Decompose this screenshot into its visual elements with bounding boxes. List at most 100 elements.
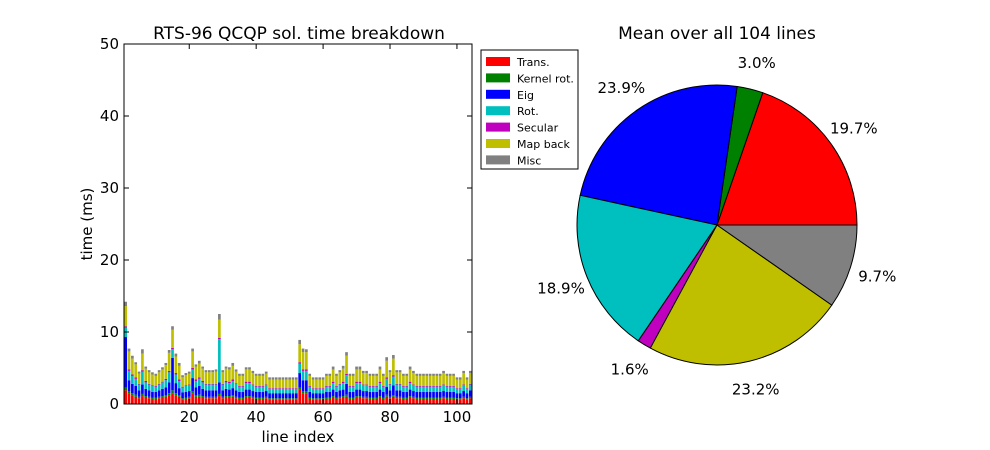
bar-segment-misc	[358, 366, 362, 370]
bar-segment-secular	[468, 383, 472, 385]
bar-segment-kernel-rot	[248, 396, 251, 398]
bar-segment-trans	[385, 396, 389, 404]
pie-slice-trans	[716, 92, 858, 226]
bar-segment-trans	[181, 399, 184, 404]
bar-segment-map-back	[455, 379, 459, 389]
bar-segment-trans	[405, 398, 409, 404]
bar-segment-eig	[294, 393, 298, 399]
bar-segment-rot	[207, 384, 211, 391]
bar-segment-misc	[244, 367, 248, 370]
bar-segment-trans	[154, 398, 158, 404]
bar-segment-misc	[238, 373, 241, 376]
bar-segment-kernel-rot	[361, 396, 365, 399]
bar-segment-eig	[375, 391, 378, 398]
bar-segment-secular	[311, 388, 315, 389]
bar-segment-eig	[412, 391, 415, 397]
bar-segment-map-back	[157, 372, 161, 384]
bar-segment-rot	[351, 386, 355, 392]
bar-segment-trans	[348, 398, 352, 404]
bar-segment-secular	[418, 386, 422, 387]
bar-segment-trans	[271, 399, 275, 404]
bar-segment-eig	[231, 388, 235, 396]
bar-segment-secular	[325, 386, 328, 387]
bar-segment-trans	[127, 393, 131, 404]
bar-segment-eig	[355, 389, 358, 397]
bar-segment-map-back	[345, 355, 348, 374]
bar-segment-map-back	[408, 369, 412, 382]
bar-segment-rot	[291, 388, 295, 394]
bar-segment-kernel-rot	[221, 396, 225, 399]
bar-segment-map-back	[308, 375, 312, 386]
bar-segment-eig	[378, 389, 382, 397]
bar-segment-secular	[268, 388, 271, 389]
bar-segment-secular	[161, 381, 164, 383]
bar-segment-map-back	[258, 375, 261, 386]
bar-segment-trans	[207, 398, 211, 404]
bar-segment-trans	[371, 398, 375, 404]
bar-segment-map-back	[465, 379, 469, 389]
bar-segment-trans	[141, 396, 144, 404]
y-tick-label: 0	[109, 395, 119, 413]
legend: Trans. Kernel rot. Eig Rot. Secular Map back M…	[480, 49, 579, 170]
bar-segment-secular	[388, 383, 392, 385]
bar-segment-map-back	[127, 351, 131, 370]
bar-segment-trans	[318, 399, 322, 404]
bar-segment-misc	[284, 377, 288, 380]
bar-segment-eig	[221, 390, 225, 397]
bar-segment-secular	[371, 386, 375, 387]
bar-segment-map-back	[261, 375, 265, 386]
bar-segment-eig	[228, 389, 231, 397]
bar-segment-map-back	[197, 363, 201, 378]
bar-segment-misc	[174, 353, 178, 357]
bar-segment-trans	[268, 399, 271, 404]
bar-segment-secular	[315, 388, 318, 389]
bar-segment-misc	[425, 373, 429, 376]
bar-segment-misc	[184, 373, 188, 376]
bar-segment-eig	[435, 391, 439, 398]
bar-segment-secular	[151, 385, 154, 386]
bar-segment-eig	[455, 393, 459, 399]
bar-segment-misc	[131, 355, 134, 359]
bar-segment-map-back	[338, 372, 342, 384]
legend-label: Secular	[517, 122, 559, 135]
bar-segment-eig	[131, 383, 134, 394]
bar-segment-secular	[244, 381, 248, 384]
bar-segment-trans	[395, 398, 399, 404]
bar-segment-trans	[144, 397, 148, 404]
bar-segment-eig	[338, 390, 342, 397]
bar-segment-misc	[201, 366, 204, 369]
bar-segment-kernel-rot	[137, 396, 141, 399]
bar-segment-rot	[462, 385, 465, 392]
bar-segment-secular	[204, 383, 208, 385]
bar-segment-rot	[435, 386, 439, 392]
bar-segment-eig	[365, 391, 368, 397]
bar-segment-misc	[271, 377, 275, 380]
bar-segment-trans	[432, 398, 435, 404]
bar-segment-kernel-rot	[335, 397, 338, 399]
bar-segment-eig	[144, 388, 148, 397]
bar-segment-eig	[452, 391, 455, 398]
bar-segment-rot	[201, 382, 204, 389]
bar-segment-rot	[127, 370, 131, 381]
bar-segment-secular	[392, 375, 395, 377]
bar-segment-eig	[358, 389, 362, 397]
bar-segment-kernel-rot	[408, 396, 412, 398]
bar-segment-map-back	[418, 375, 422, 386]
bar-segment-rot	[197, 378, 201, 386]
bar-segment-trans	[468, 398, 472, 404]
bar-segment-secular	[124, 326, 128, 328]
bar-segment-kernel-rot	[395, 396, 399, 399]
bar-segment-rot	[428, 386, 432, 392]
bar-segment-map-back	[405, 375, 409, 386]
bar-segment-trans	[408, 397, 412, 404]
bar-segment-map-back	[422, 375, 425, 386]
bar-segment-eig	[422, 391, 425, 398]
bar-segment-rot	[361, 385, 365, 392]
bar-segment-kernel-rot	[375, 397, 378, 399]
bar-segment-eig	[234, 390, 238, 397]
bar-segment-misc	[291, 377, 295, 380]
bar-segment-rot	[341, 383, 345, 390]
bar-segment-kernel-rot	[268, 398, 271, 400]
bar-segment-eig	[244, 389, 248, 397]
bar-segment-eig	[371, 391, 375, 398]
